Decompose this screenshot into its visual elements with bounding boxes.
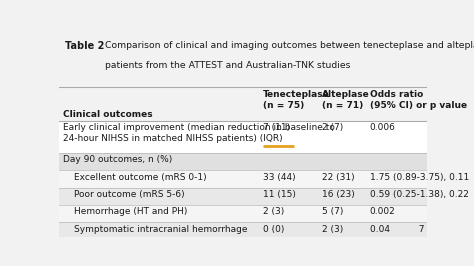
Text: 2 (3): 2 (3) <box>263 207 284 217</box>
Text: 0.002: 0.002 <box>370 207 395 217</box>
Text: Hemorrhage (HT and PH): Hemorrhage (HT and PH) <box>74 207 187 217</box>
Text: 2 (3): 2 (3) <box>322 225 343 234</box>
Bar <box>59 222 427 240</box>
Text: Day 90 outcomes, n (%): Day 90 outcomes, n (%) <box>63 155 172 164</box>
Bar <box>59 188 427 205</box>
Text: Poor outcome (mRS 5-6): Poor outcome (mRS 5-6) <box>74 190 184 199</box>
Text: Clinical outcomes: Clinical outcomes <box>63 110 153 119</box>
Text: Odds ratio
(95% CI) or p value: Odds ratio (95% CI) or p value <box>370 90 467 110</box>
Text: Alteplase
(n = 71): Alteplase (n = 71) <box>322 90 370 110</box>
Bar <box>59 170 427 188</box>
Text: Comparison of clinical and imaging outcomes between tenecteplase and alteplase p: Comparison of clinical and imaging outco… <box>105 41 474 50</box>
Text: 2 (7): 2 (7) <box>322 123 343 132</box>
Text: 5 (7): 5 (7) <box>322 207 343 217</box>
Text: 1.75 (0.89-3.75), 0.11: 1.75 (0.89-3.75), 0.11 <box>370 173 469 182</box>
Bar <box>59 121 427 153</box>
Text: 0.04          7: 0.04 7 <box>370 225 424 234</box>
Text: Early clinical improvement (median reduction in baseline to
24-hour NIHSS in mat: Early clinical improvement (median reduc… <box>63 123 335 143</box>
Text: 0.006: 0.006 <box>370 123 395 132</box>
Bar <box>59 205 427 222</box>
Text: 0.59 (0.25-1.38), 0.22: 0.59 (0.25-1.38), 0.22 <box>370 190 468 199</box>
Text: patients from the ATTEST and Australian-TNK studies: patients from the ATTEST and Australian-… <box>105 61 351 70</box>
Text: Tenecteplase
(n = 75): Tenecteplase (n = 75) <box>263 90 330 110</box>
Text: 16 (23): 16 (23) <box>322 190 355 199</box>
Text: 11 (15): 11 (15) <box>263 190 296 199</box>
Bar <box>59 153 427 170</box>
Text: Excellent outcome (mRS 0-1): Excellent outcome (mRS 0-1) <box>74 173 207 182</box>
Text: Symptomatic intracranial hemorrhage: Symptomatic intracranial hemorrhage <box>74 225 247 234</box>
Bar <box>59 34 427 89</box>
Text: 0 (0): 0 (0) <box>263 225 284 234</box>
Text: 22 (31): 22 (31) <box>322 173 355 182</box>
Text: 7 (11): 7 (11) <box>263 123 290 132</box>
Text: 33 (44): 33 (44) <box>263 173 296 182</box>
Bar <box>59 88 427 121</box>
Text: Table 2: Table 2 <box>65 41 104 51</box>
